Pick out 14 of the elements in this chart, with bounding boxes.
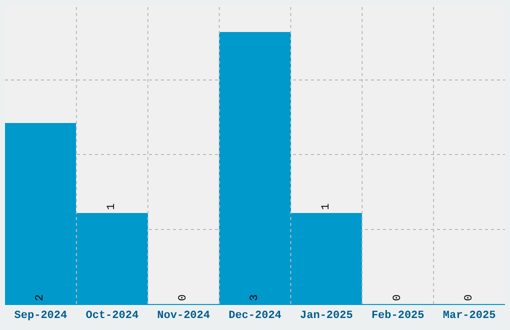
data-label: 2 [34, 294, 46, 301]
data-label: 3 [249, 294, 261, 301]
data-label: 1 [106, 203, 118, 210]
data-label: 0 [392, 294, 404, 301]
x-tick-label: Jan-2025 [300, 310, 354, 322]
data-label: 1 [320, 203, 332, 210]
x-tick-label: Feb-2025 [371, 310, 425, 322]
data-label: 0 [178, 294, 190, 301]
x-tick-label: Nov-2024 [157, 310, 210, 322]
data-label: 0 [464, 294, 476, 301]
x-tick-label: Oct-2024 [86, 310, 139, 322]
x-tick-label: Mar-2025 [442, 310, 496, 322]
x-tick-label: Sep-2024 [14, 310, 68, 322]
x-tick-label: Dec-2024 [228, 310, 282, 322]
